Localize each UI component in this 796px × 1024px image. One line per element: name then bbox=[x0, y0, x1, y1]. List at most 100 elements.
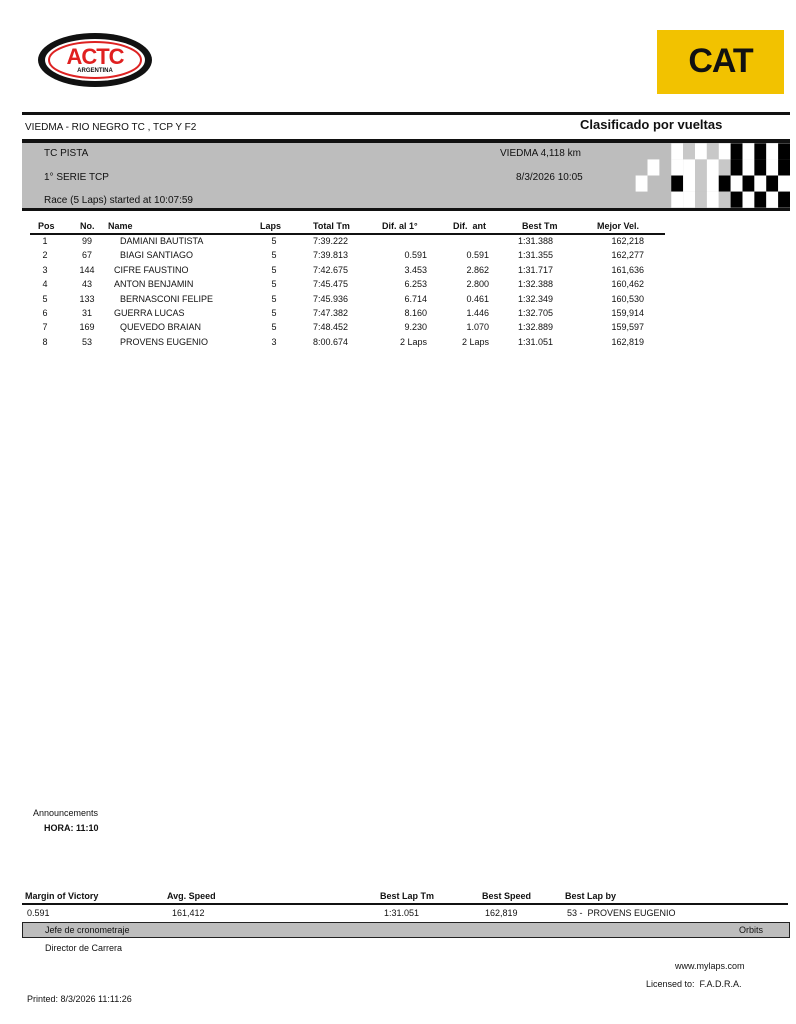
cell-best: 1:32.349 bbox=[518, 293, 554, 304]
cell-best: 1:32.705 bbox=[518, 308, 554, 318]
flag-square bbox=[706, 175, 719, 192]
flag-square bbox=[671, 159, 684, 176]
cat-logo-text: CAT bbox=[688, 42, 753, 80]
cell-no: 144 bbox=[79, 264, 95, 275]
cell-laps: 5 bbox=[271, 250, 277, 261]
table-row: 1 99 DAMIANI BAUTISTA 5 7:39.222 1:31.388 162,… bbox=[22, 236, 682, 250]
checkered-flag-icon bbox=[635, 143, 790, 208]
table-row: 7 169 QUEVEDO BRAIAN 5 7:48.452 9.230 1.070 1:3… bbox=[22, 322, 682, 336]
cell-difant: 0.591 bbox=[466, 250, 489, 261]
flag-square bbox=[706, 159, 719, 176]
cell-difant: 1.446 bbox=[466, 308, 489, 318]
col-laps: Laps bbox=[260, 221, 282, 231]
cell-total: 7:45.475 bbox=[313, 279, 349, 290]
flag-square bbox=[671, 191, 684, 208]
flag-square bbox=[778, 175, 790, 192]
flag-square bbox=[683, 191, 695, 208]
col-name: Name bbox=[108, 221, 133, 231]
flag-square bbox=[695, 191, 707, 208]
printed-date: Printed: 8/3/2026 11:11:26 bbox=[27, 994, 132, 1004]
summary-header-avg: Avg. Speed bbox=[167, 891, 216, 901]
cell-vel: 161,636 bbox=[611, 264, 644, 275]
website: www.mylaps.com bbox=[675, 961, 745, 971]
cell-best: 1:31.388 bbox=[518, 236, 554, 246]
cell-difant: 0.461 bbox=[466, 293, 489, 304]
flag-square bbox=[706, 191, 719, 208]
col-best: Best Tm bbox=[522, 221, 558, 231]
cell-best: 1:31.051 bbox=[518, 336, 554, 347]
cell-laps: 5 bbox=[271, 236, 277, 246]
report-title: Clasificado por vueltas bbox=[580, 117, 723, 132]
cell-pos: 7 bbox=[42, 322, 48, 333]
cell-difant: 2.800 bbox=[466, 279, 489, 290]
cell-pos: 6 bbox=[42, 308, 48, 318]
summary-margin: 0.591 bbox=[27, 908, 50, 918]
flag-square bbox=[766, 159, 779, 176]
summary-bestspeed: 162,819 bbox=[485, 908, 518, 918]
table-row: 8 53 PROVENS EUGENIO 3 8:00.674 2 Laps 2 Laps 1… bbox=[22, 337, 682, 351]
cell-name: CIFRE FAUSTINO bbox=[114, 264, 189, 275]
cell-no: 53 bbox=[81, 336, 92, 347]
flag-square bbox=[742, 159, 755, 176]
category: TC PISTA bbox=[44, 148, 89, 159]
flag-square bbox=[730, 175, 743, 192]
cell-vel: 162,277 bbox=[611, 250, 644, 261]
col-pos: Pos bbox=[38, 221, 55, 231]
cell-total: 7:39.813 bbox=[313, 250, 349, 261]
cell-best: 1:31.355 bbox=[518, 250, 554, 261]
cell-name: QUEVEDO BRAIAN bbox=[120, 322, 202, 333]
cell-laps: 5 bbox=[271, 264, 277, 275]
flag-square bbox=[742, 175, 755, 192]
cell-laps: 3 bbox=[271, 336, 277, 347]
cell-pos: 8 bbox=[42, 336, 48, 347]
table-row: 3 144 CIFRE FAUSTINO 5 7:42.675 3.453 2.862 1:3… bbox=[22, 265, 682, 279]
flag-square bbox=[635, 175, 648, 192]
cell-pos: 1 bbox=[42, 236, 48, 246]
race-director: Director de Carrera bbox=[45, 943, 123, 953]
table-row: 5 133 BERNASCONI FELIPE 5 7:45.936 6.714 0.461… bbox=[22, 294, 682, 308]
flag-square bbox=[766, 143, 779, 160]
flag-square bbox=[754, 159, 767, 176]
cell-no: 169 bbox=[79, 322, 95, 333]
flag-square bbox=[683, 159, 695, 176]
orbits-label: Orbits bbox=[739, 925, 764, 935]
flag-square bbox=[754, 191, 767, 208]
cell-name: GUERRA LUCAS bbox=[114, 308, 185, 318]
event-title: VIEDMA - RIO NEGRO TC , TCP Y F2 bbox=[25, 122, 197, 133]
flag-square bbox=[742, 143, 755, 160]
flag-square bbox=[718, 175, 731, 192]
flag-square bbox=[778, 191, 790, 208]
cell-no: 31 bbox=[81, 308, 92, 318]
cell-vel: 162,218 bbox=[611, 236, 644, 246]
table-header: Pos No. Name Laps Total Tm Dif. al 1° Di… bbox=[22, 221, 682, 235]
cell-dif1: 6.714 bbox=[404, 293, 427, 304]
cat-logo: CAT bbox=[657, 30, 784, 94]
timing-chief: Jefe de cronometraje bbox=[45, 925, 130, 935]
summary-header-bestspeed: Best Speed bbox=[482, 891, 532, 901]
table-row: 4 43 ANTON BENJAMIN 5 7:45.475 6.253 2.800 1:32… bbox=[22, 279, 682, 293]
flag-square bbox=[671, 143, 684, 160]
flag-square bbox=[742, 191, 755, 208]
flag-square bbox=[647, 159, 660, 176]
cell-difant: 2 Laps bbox=[461, 336, 489, 347]
flag-square bbox=[671, 175, 684, 192]
cell-name: DAMIANI BAUTISTA bbox=[120, 236, 204, 246]
signature-bar bbox=[22, 922, 790, 938]
flag-square bbox=[730, 143, 743, 160]
cell-name: PROVENS EUGENIO bbox=[120, 336, 209, 347]
announcement-text: HORA: 11:10 bbox=[44, 823, 99, 833]
flag-square bbox=[695, 159, 707, 176]
cell-laps: 5 bbox=[271, 322, 277, 333]
cell-pos: 4 bbox=[42, 279, 48, 290]
flag-square bbox=[695, 175, 707, 192]
summary-bestlap: 1:31.051 bbox=[384, 908, 420, 918]
col-dif1: Dif. al 1° bbox=[382, 221, 418, 231]
session: 1° SERIE TCP bbox=[44, 172, 109, 183]
cell-difant: 2.862 bbox=[466, 264, 489, 275]
flag-square bbox=[706, 143, 719, 160]
cell-name: ANTON BENJAMIN bbox=[114, 279, 194, 290]
cell-total: 7:48.452 bbox=[313, 322, 349, 333]
cell-name: BERNASCONI FELIPE bbox=[120, 293, 214, 304]
flag-square bbox=[754, 143, 767, 160]
